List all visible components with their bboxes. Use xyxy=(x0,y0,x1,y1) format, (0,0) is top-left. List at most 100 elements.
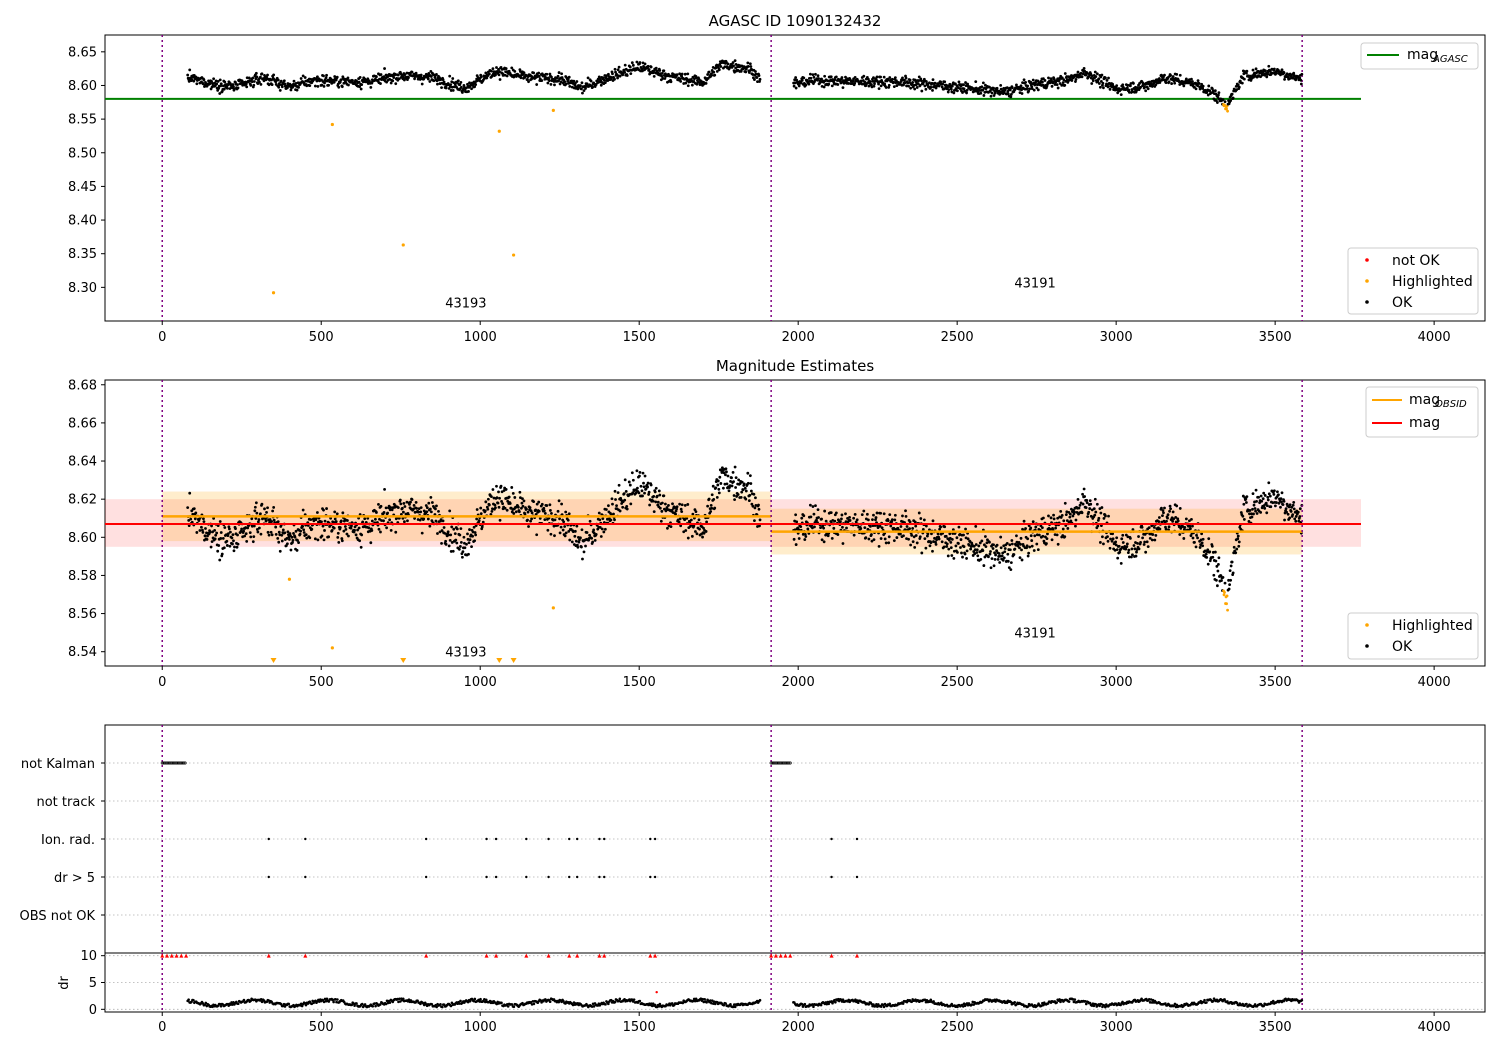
ok-point xyxy=(427,502,430,505)
ok-point xyxy=(1259,511,1262,514)
ok-point xyxy=(280,534,283,537)
ok-point xyxy=(907,538,910,541)
ok-point xyxy=(254,506,257,509)
ok-point xyxy=(353,529,356,532)
ok-point xyxy=(1202,538,1205,541)
ok-point xyxy=(411,71,414,74)
ok-point xyxy=(520,76,523,79)
dr-point xyxy=(355,1002,358,1005)
ok-point xyxy=(568,512,571,515)
ok-point xyxy=(584,545,587,548)
ok-point xyxy=(1102,82,1105,85)
ok-point xyxy=(654,490,657,493)
ok-point xyxy=(435,504,438,507)
ok-point xyxy=(1231,561,1234,564)
ok-point xyxy=(392,76,395,79)
ok-point xyxy=(1028,546,1031,549)
x-tick-label: 0 xyxy=(158,675,166,690)
offscale-marker xyxy=(400,658,406,663)
ok-point xyxy=(655,67,658,70)
ok-point xyxy=(194,511,197,514)
ok-point xyxy=(1177,520,1180,523)
ok-point xyxy=(912,540,915,543)
ok-point xyxy=(954,545,957,548)
ok-point xyxy=(455,542,458,545)
ok-point xyxy=(951,538,954,541)
ok-point xyxy=(754,506,757,509)
flag-point xyxy=(495,838,497,840)
ok-point xyxy=(1183,526,1186,529)
ok-point xyxy=(1172,511,1175,514)
ok-point xyxy=(676,73,679,76)
x-tick-label: 1500 xyxy=(623,330,656,345)
ok-point xyxy=(497,490,500,493)
ok-point xyxy=(684,529,687,532)
ok-point xyxy=(310,528,313,531)
ok-point xyxy=(982,82,985,85)
ok-point xyxy=(545,504,548,507)
ok-point xyxy=(732,471,735,474)
ok-point xyxy=(1297,511,1300,514)
ok-point xyxy=(317,538,320,541)
x-tick-label: 1000 xyxy=(464,675,497,690)
ok-point xyxy=(932,519,935,522)
flag-point xyxy=(485,876,487,878)
ok-point xyxy=(391,79,394,82)
ok-point xyxy=(1161,514,1164,517)
ok-point xyxy=(415,501,418,504)
ok-point xyxy=(314,537,317,540)
ok-point xyxy=(277,86,280,89)
ok-point xyxy=(277,541,280,544)
ok-point xyxy=(1099,512,1102,515)
ok-point xyxy=(980,540,983,543)
ok-point xyxy=(1262,497,1265,500)
ok-point xyxy=(243,535,246,538)
ok-point xyxy=(647,482,650,485)
ok-point xyxy=(839,520,842,523)
legend-point-swatch xyxy=(1365,623,1369,627)
y-tick-label: 5 xyxy=(89,976,97,991)
ok-point xyxy=(990,566,993,569)
ok-point xyxy=(575,80,578,83)
y-tick-label: 0 xyxy=(89,1003,97,1018)
dr-point xyxy=(607,1003,610,1006)
ok-point xyxy=(1275,501,1278,504)
ok-point xyxy=(749,482,752,485)
ok-point xyxy=(1220,579,1223,582)
ok-point xyxy=(598,76,601,79)
ok-point xyxy=(1264,69,1267,72)
ok-point xyxy=(679,517,682,520)
ok-point xyxy=(1170,82,1173,85)
ok-point xyxy=(756,76,759,79)
ok-point xyxy=(225,540,228,543)
flag-point xyxy=(598,838,600,840)
flag-point xyxy=(547,838,549,840)
ok-point xyxy=(1151,539,1154,542)
ok-point xyxy=(435,73,438,76)
ok-point xyxy=(449,83,452,86)
ok-point xyxy=(992,547,995,550)
ok-point xyxy=(252,535,255,538)
ok-point xyxy=(258,527,261,530)
ok-point xyxy=(732,480,735,483)
ok-point xyxy=(947,88,950,91)
ok-point xyxy=(220,82,223,85)
ok-point xyxy=(867,538,870,541)
ok-point xyxy=(726,482,729,485)
ok-point xyxy=(369,86,372,89)
ok-point xyxy=(1041,81,1044,84)
ok-point xyxy=(1169,507,1172,510)
ok-point xyxy=(248,76,251,79)
ok-point xyxy=(1139,541,1142,544)
ok-point xyxy=(1098,82,1101,85)
ok-point xyxy=(623,492,626,495)
ok-point xyxy=(753,519,756,522)
ok-point xyxy=(581,92,584,95)
ok-point xyxy=(889,525,892,528)
ok-point xyxy=(498,497,501,500)
obsid-label: 43191 xyxy=(1014,626,1055,641)
ok-point xyxy=(698,518,701,521)
ok-point xyxy=(905,515,908,518)
ok-point xyxy=(209,531,212,534)
ok-point xyxy=(1254,507,1257,510)
